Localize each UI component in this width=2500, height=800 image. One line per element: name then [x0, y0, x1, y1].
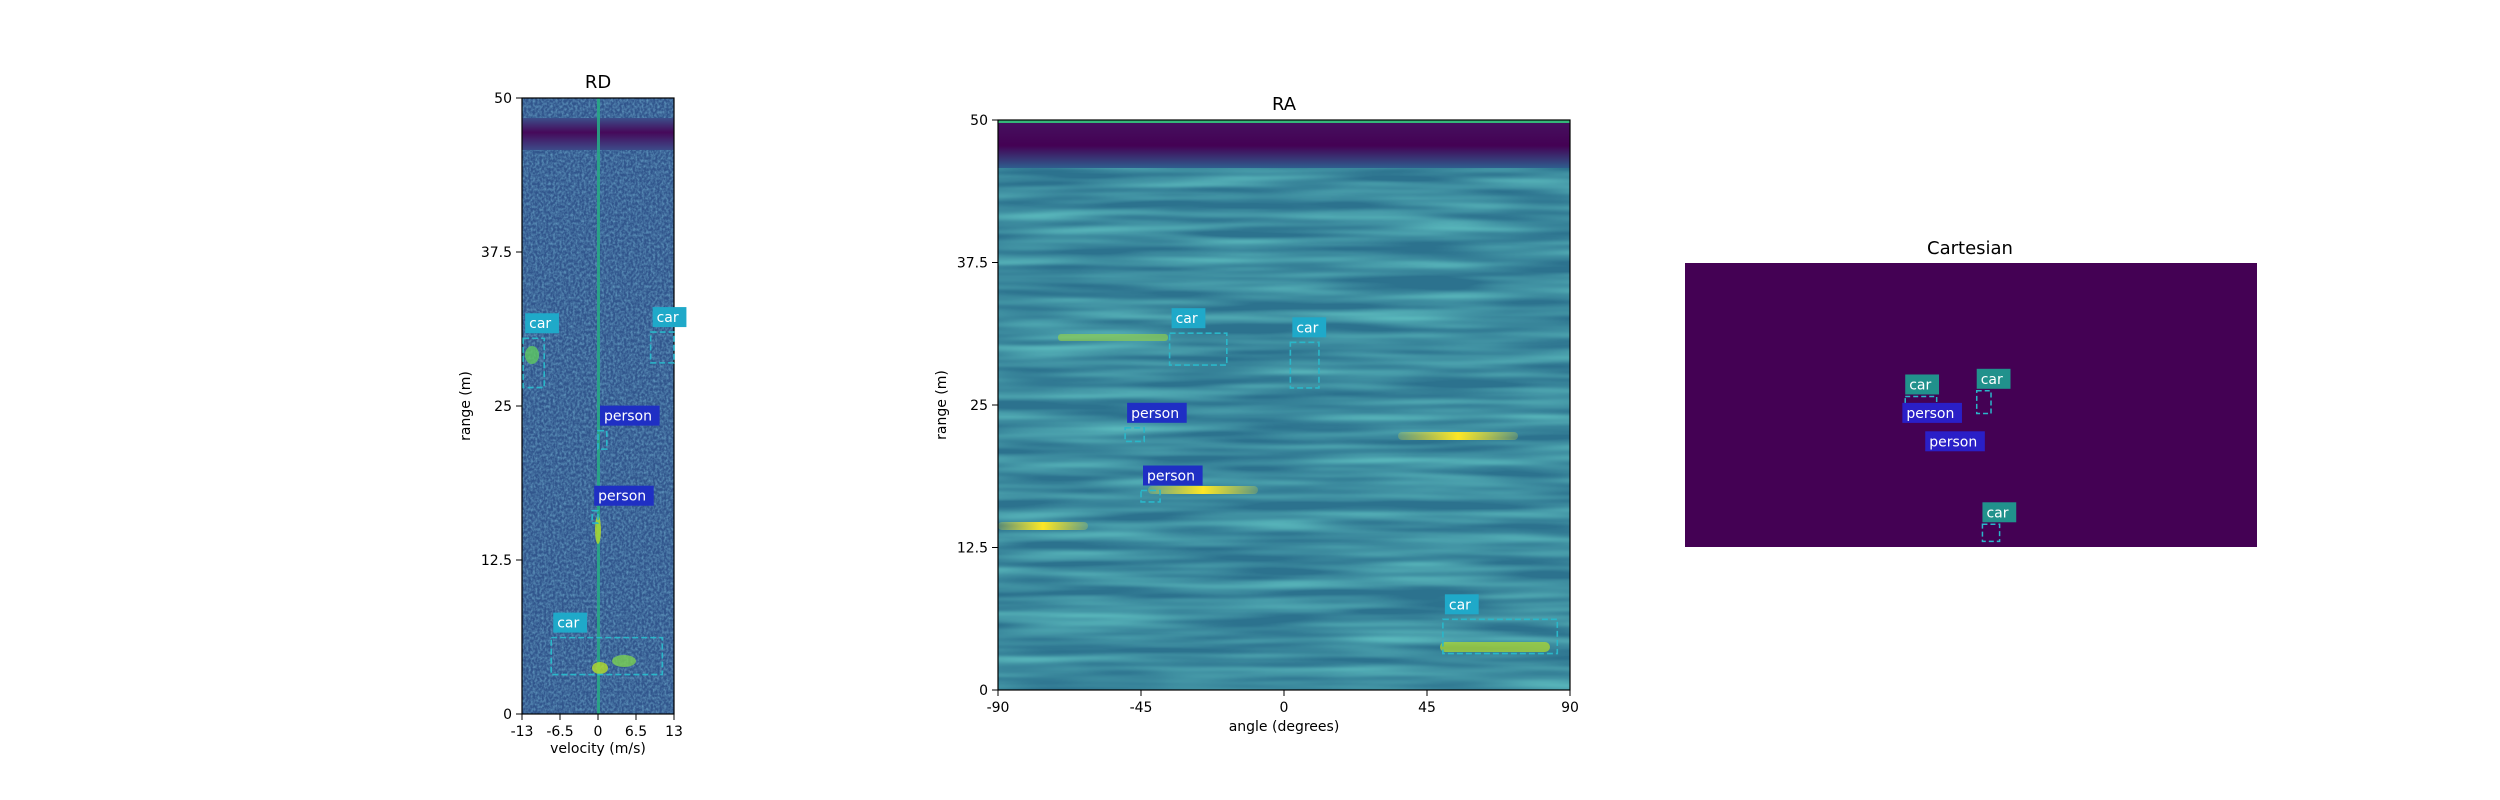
ra-detection-label-bg — [1292, 317, 1327, 338]
ra-detection-box — [1140, 489, 1161, 503]
ra-bright-streak — [1440, 642, 1550, 652]
cartesian-detection-label: car — [1986, 505, 2008, 521]
rd-detection-label: car — [529, 316, 551, 332]
rd-y-ticks: 0 12.5 25 37.5 50 — [481, 91, 522, 723]
ra-detections: car car person person car — [1124, 308, 1559, 655]
ra-heatmap-texture — [998, 120, 1570, 690]
cartesian-detection-label-bg — [1976, 368, 2011, 389]
ra-detection-label-bg — [1143, 465, 1203, 486]
rd-y-tick-label: 12.5 — [481, 553, 512, 569]
ra-y-tick-label: 50 — [970, 113, 988, 129]
ra-bright-streak — [1398, 432, 1518, 440]
ra-detection-box — [1442, 618, 1559, 655]
cartesian-detection-label: person — [1929, 434, 1977, 450]
rd-detection-label-bg — [600, 405, 660, 426]
ra-panel: RA -90 -45 0 45 90 0 12.5 25 37.5 50 angle (degr… — [934, 94, 1579, 735]
rd-detection-label: person — [598, 489, 646, 505]
cartesian-detection-label: person — [1906, 406, 1954, 422]
cartesian-detection-label: car — [1909, 377, 1931, 393]
ra-detection-box — [1289, 341, 1320, 389]
ra-detection-label: car — [1296, 320, 1318, 336]
ra-y-tick-label: 37.5 — [957, 256, 988, 272]
ra-detection-label: person — [1147, 469, 1195, 485]
cartesian-detection-box — [1981, 523, 2001, 543]
rd-detection-label-bg — [652, 307, 687, 328]
ra-detection-box — [1124, 426, 1145, 443]
rd-panel: RD -13 -6.5 0 6.5 13 0 12.5 25 37.5 50 velocity … — [458, 72, 687, 757]
ra-bright-streak — [1058, 334, 1168, 341]
rd-hot-spot — [595, 516, 601, 544]
cartesian-detection-label-bg — [1925, 431, 1985, 452]
rd-x-tick-label: -13 — [511, 724, 534, 740]
rd-x-tick-label: 0 — [594, 724, 603, 740]
cartesian-detection-label-bg — [1905, 374, 1940, 395]
cartesian-detection-label-bg — [1902, 402, 1962, 423]
rd-detection-box — [522, 337, 546, 389]
rd-detection-label-bg — [525, 313, 559, 334]
rd-y-tick-label: 25 — [494, 399, 512, 415]
ra-x-tick-label: -90 — [987, 700, 1010, 716]
rd-detection-label-bg — [553, 612, 588, 633]
rd-detection-box — [649, 331, 675, 364]
ra-x-ticks: -90 -45 0 45 90 — [987, 690, 1579, 716]
ra-detection-label: person — [1131, 406, 1179, 422]
ra-x-tick-label: 0 — [1280, 700, 1289, 716]
ra-bright-streak — [1148, 486, 1258, 494]
ra-x-tick-label: -45 — [1130, 700, 1153, 716]
ra-x-axis-label: angle (degrees) — [1229, 719, 1340, 735]
rd-detection-label-bg — [594, 485, 654, 506]
ra-detection-label-bg — [1171, 308, 1206, 329]
ra-detection-label: car — [1176, 311, 1198, 327]
rd-hot-spot — [592, 662, 608, 674]
cartesian-detections: car car person person car — [1902, 368, 2017, 543]
cartesian-image — [1685, 263, 2257, 547]
ra-y-tick-label: 25 — [970, 398, 988, 414]
ra-y-tick-label: 0 — [979, 683, 988, 699]
ra-detection-box — [1168, 332, 1228, 366]
rd-detection-label: car — [657, 310, 679, 326]
ra-dark-band — [998, 123, 1570, 168]
ra-x-tick-label: 90 — [1561, 700, 1579, 716]
rd-x-tick-label: -6.5 — [546, 724, 573, 740]
ra-bright-streak — [998, 522, 1088, 530]
cartesian-detection-label: car — [1981, 372, 2003, 388]
rd-detection-box — [591, 509, 599, 524]
rd-y-axis-label: range (m) — [458, 371, 474, 441]
cartesian-panel: Cartesian car car person person car — [1685, 238, 2257, 547]
rd-zero-doppler-line — [597, 98, 600, 714]
rd-x-tick-label: 6.5 — [625, 724, 647, 740]
ra-detection-label-bg — [1127, 402, 1187, 423]
rd-detection-label: person — [604, 409, 652, 425]
ra-title: RA — [1272, 94, 1297, 115]
cartesian-detection-label-bg — [1982, 502, 2017, 523]
rd-detections: car car person person car — [522, 307, 687, 676]
ra-x-tick-label: 45 — [1418, 700, 1436, 716]
rd-y-tick-label: 50 — [494, 91, 512, 107]
ra-top-strip — [998, 120, 1570, 123]
rd-hot-spot — [612, 655, 636, 667]
ra-detection-label-bg — [1444, 594, 1479, 615]
ra-y-ticks: 0 12.5 25 37.5 50 — [957, 113, 998, 699]
rd-detection-box — [550, 636, 664, 676]
rd-y-tick-label: 37.5 — [481, 245, 512, 261]
ra-detection-label: car — [1449, 597, 1471, 613]
cartesian-title: Cartesian — [1927, 238, 2013, 259]
ra-y-tick-label: 12.5 — [957, 541, 988, 557]
rd-detection-box — [597, 429, 608, 450]
rd-x-tick-label: 13 — [665, 724, 683, 740]
rd-x-ticks: -13 -6.5 0 6.5 13 — [511, 714, 683, 740]
rd-detection-label: car — [557, 616, 579, 632]
rd-x-axis-label: velocity (m/s) — [550, 741, 646, 757]
rd-hot-spot — [525, 346, 539, 364]
cartesian-detection-box — [1975, 390, 1992, 415]
rd-title: RD — [585, 72, 611, 93]
ra-y-axis-label: range (m) — [934, 370, 950, 440]
rd-y-tick-label: 0 — [503, 707, 512, 723]
